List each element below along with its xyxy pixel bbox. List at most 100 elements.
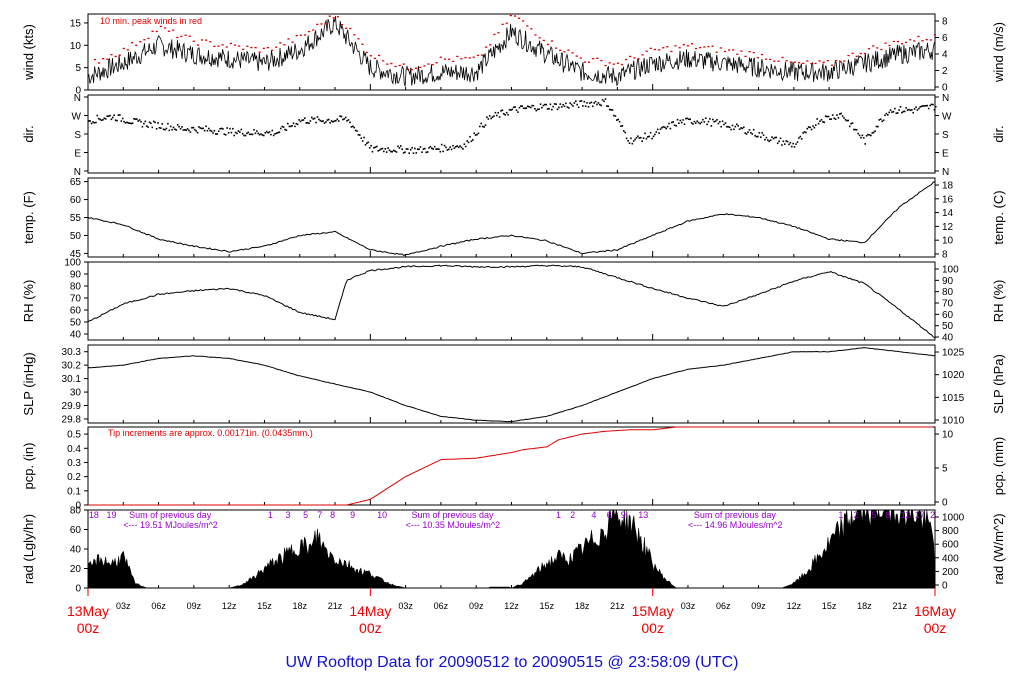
wind-dir-point (398, 147, 401, 149)
wind-dir-point (647, 136, 649, 138)
wind-dir-point (583, 100, 586, 103)
wind-dir-point (865, 135, 868, 137)
wind-dir-point (608, 108, 611, 111)
wind-dir-point (511, 108, 514, 111)
wind-dir-point (671, 121, 673, 124)
wind-dir-point (488, 115, 491, 117)
wind-dir-point (757, 135, 759, 138)
wind-dir-point (373, 147, 375, 149)
panel-rh: RH (%) RH (%)4050607080901004050607080901… (21, 258, 1006, 344)
wind-dir-point (816, 118, 818, 120)
wind-dir-point (762, 134, 765, 136)
wind-dir-point (899, 106, 902, 108)
wind-dir-point (117, 114, 120, 116)
wind-dir-point (381, 147, 384, 150)
wind-dir-point (131, 122, 134, 124)
wind-peak-mark (637, 58, 640, 60)
wind-dir-point (480, 122, 482, 125)
wind-peak-mark (497, 32, 500, 34)
radiation-sum-annotation: <--- 19.51 MJoules/m^2 (123, 520, 218, 530)
wind-dir-point (754, 134, 756, 137)
wind-peak-mark (814, 62, 817, 65)
dir-tick-label-left: N (74, 93, 81, 104)
wind-peak-mark (518, 17, 521, 19)
wind-dir-point (703, 121, 706, 123)
pcp-tick-label-left: 0.4 (67, 444, 81, 455)
wind-dir-point (472, 139, 474, 141)
wind-dir-point (164, 128, 166, 131)
wind-dir-point (90, 122, 93, 125)
wind-dir-point (774, 136, 776, 139)
wind-peak-mark (884, 42, 887, 44)
wind-dir-point (275, 132, 278, 134)
wind-peak-mark (933, 34, 936, 36)
wind-dir-point (138, 119, 141, 121)
wind-dir-point (664, 126, 666, 129)
wind-tick-label-left: 10 (70, 41, 82, 52)
temp-tick-label-left: 60 (70, 195, 82, 206)
slp-ylabel-left: SLP (inHg) (21, 352, 36, 415)
precip-line (88, 426, 933, 506)
wind-peak-mark (575, 55, 578, 57)
wind-dir-point (593, 102, 595, 104)
wind-dir-point (857, 132, 859, 135)
wind-dir-point (848, 125, 851, 128)
wind-peak-mark (382, 60, 385, 62)
wind-dir-point (378, 149, 381, 151)
wind-dir-point (150, 122, 152, 125)
wind-dir-point (233, 134, 235, 137)
slp-tick-label-right: 1020 (942, 370, 965, 381)
wind-peak-mark (419, 66, 422, 69)
wind-dir-point (208, 127, 210, 130)
wind-dir-point (700, 121, 703, 124)
wind-dir-point (169, 125, 172, 128)
wind-peak-mark (658, 49, 661, 51)
radiation-sum-annotation: Sum of previous day (412, 510, 495, 520)
pcp-tick-label-left: 0 (75, 501, 81, 512)
wind-dir-point (548, 108, 550, 110)
wind-dir-point (433, 145, 436, 148)
radiation-hour-label: 13 (638, 510, 648, 520)
wind-dir-point (391, 150, 394, 153)
wind-dir-point (326, 119, 329, 121)
wind-dir-point (817, 122, 820, 125)
rad-tick-label-left: 40 (70, 545, 82, 556)
wind-dir-point (298, 119, 300, 121)
wind-dir-point (798, 137, 800, 139)
rad-tick-label-left: 20 (70, 564, 82, 575)
wind-peak-mark (102, 58, 105, 60)
wind-dir-point (184, 129, 186, 131)
wind-dir-point (522, 107, 525, 110)
wind-dir-point (736, 123, 738, 126)
wind-dir-point (229, 127, 231, 130)
wind-dir-point (702, 118, 704, 121)
wind-dir-point (888, 111, 890, 114)
wind-peak-mark (604, 64, 607, 67)
wind-dir-point (261, 134, 264, 136)
wind-peak-mark (719, 47, 722, 49)
wind-peak-mark (254, 47, 257, 49)
wind-dir-point (473, 132, 475, 135)
wind-dir-point (199, 127, 202, 129)
wind-dir-point (658, 132, 660, 134)
wind-peak-mark (678, 47, 681, 49)
wind-dir-point (498, 116, 501, 118)
wind-dir-point (867, 133, 869, 136)
wind-peak-mark (896, 40, 899, 43)
wind-dir-point (929, 104, 931, 107)
wind-dir-point (244, 134, 247, 137)
wind-dir-point (696, 120, 698, 122)
wind-dir-point (515, 109, 518, 111)
wind-peak-mark (612, 63, 615, 65)
wind-dir-point (676, 118, 679, 121)
wind-peak-mark (435, 62, 438, 64)
wind-peak-mark (863, 52, 866, 55)
wind-dir-point (270, 133, 272, 136)
wind-dir-point (459, 145, 461, 147)
wind-dir-point (624, 131, 626, 134)
wind-dir-point (769, 139, 772, 141)
wind-dir-point (755, 135, 758, 138)
wind-peak-mark (126, 49, 129, 51)
wind-dir-point (860, 136, 862, 139)
wind-peak-mark (139, 41, 142, 43)
